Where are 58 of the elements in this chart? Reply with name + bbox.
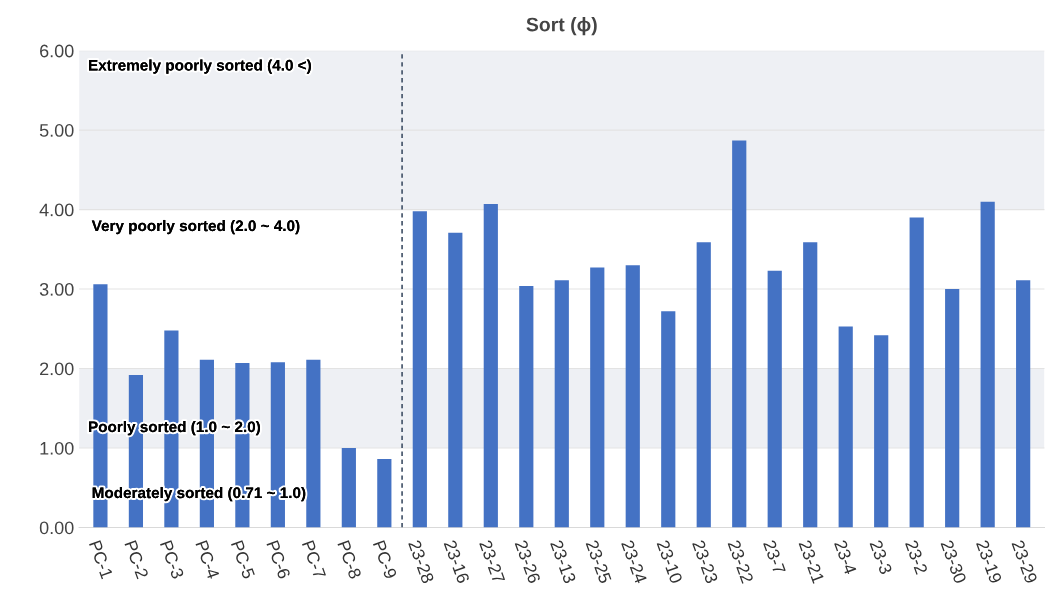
bar xyxy=(625,265,640,528)
bar xyxy=(661,311,676,528)
bar xyxy=(838,326,853,528)
bar xyxy=(554,280,569,528)
y-tick-label: 4.00 xyxy=(39,203,74,217)
bar xyxy=(909,217,924,528)
x-tick-label: PC-4 xyxy=(195,540,220,580)
x-tick-label: 23-3 xyxy=(869,539,893,575)
x-tick-label: PC-8 xyxy=(337,540,362,580)
bar xyxy=(732,140,747,528)
x-tick-label: 23-10 xyxy=(656,539,683,585)
y-tick-label: 5.00 xyxy=(39,124,74,137)
x-tick-label: 23-2 xyxy=(905,539,928,575)
bar xyxy=(1016,280,1031,528)
bar xyxy=(412,211,427,528)
x-tick-label: 23-30 xyxy=(940,539,967,585)
bar xyxy=(483,204,498,528)
bar xyxy=(803,242,818,528)
x-tick-label: PC-6 xyxy=(266,540,291,580)
x-tick-label: PC-3 xyxy=(159,540,185,580)
x-tick-label: 23-4 xyxy=(834,539,857,576)
bar xyxy=(696,242,711,528)
x-tick-label: 23-16 xyxy=(443,539,470,584)
x-tick-label: PC-9 xyxy=(372,540,398,580)
x-tick-label: 23-25 xyxy=(585,539,612,584)
bar xyxy=(874,335,889,528)
bar xyxy=(448,232,463,528)
x-tick-label: 23-29 xyxy=(1011,539,1038,584)
x-tick-label: 23-22 xyxy=(727,539,754,584)
x-tick-label: 23-27 xyxy=(479,539,506,584)
bar xyxy=(590,267,605,528)
bar xyxy=(341,447,356,528)
annotation: Very poorly sorted (2.0 ~ 4.0) xyxy=(91,219,300,235)
x-tick-label: PC-5 xyxy=(230,540,256,580)
bar xyxy=(767,270,782,528)
x-tick-label: 23-24 xyxy=(621,539,648,585)
bar xyxy=(377,459,392,528)
x-tick-label: 23-19 xyxy=(975,539,1003,584)
x-tick-label: 23-7 xyxy=(763,539,786,575)
chart-title: Sort (ϕ) xyxy=(526,17,597,36)
x-tick-label: PC-2 xyxy=(124,540,149,580)
y-tick-label: 3.00 xyxy=(39,282,74,296)
bar xyxy=(306,359,321,528)
x-tick-label: 23-26 xyxy=(514,539,541,584)
y-tick-label: 6.00 xyxy=(40,44,74,58)
x-tick-label: 23-23 xyxy=(692,539,719,584)
x-tick-label: 23-28 xyxy=(408,539,435,584)
y-tick-label: 1.00 xyxy=(40,441,74,455)
bar xyxy=(519,285,534,528)
y-tick-label: 0.00 xyxy=(39,521,74,535)
x-tick-label: 23-13 xyxy=(550,539,577,584)
y-tick-label: 2.00 xyxy=(40,362,74,376)
x-tick-label: PC-1 xyxy=(88,540,114,580)
x-tick-label: PC-7 xyxy=(301,540,327,580)
bar xyxy=(980,201,995,528)
band-label: Extremely poorly sorted (4.0 <) xyxy=(89,59,311,74)
bar xyxy=(945,289,960,528)
x-tick-label: 23-21 xyxy=(798,539,825,584)
